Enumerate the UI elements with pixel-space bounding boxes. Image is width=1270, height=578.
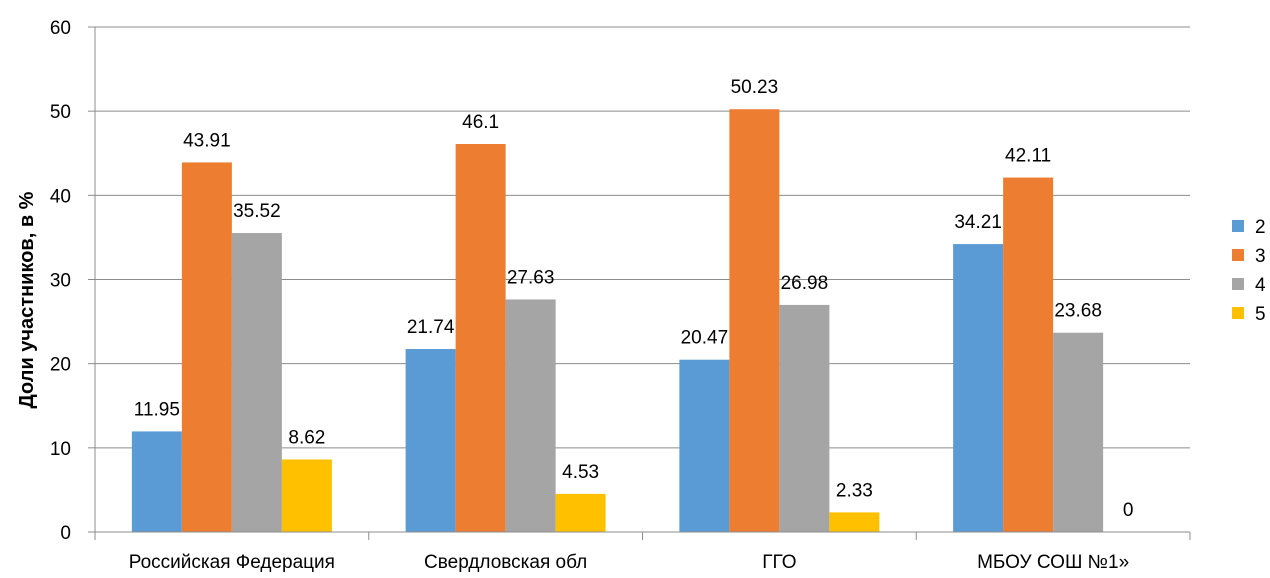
- x-tick-label: ГГО: [762, 552, 796, 573]
- axes: 0 10 20 30 40 50 60 Российская Федерация Свердло…: [50, 18, 1191, 573]
- bar-series-5: [829, 512, 880, 532]
- y-tick-label: 50: [50, 102, 71, 123]
- data-label: 20.47: [681, 328, 729, 349]
- y-tick-label: 10: [50, 439, 71, 460]
- data-label: 42.11: [1005, 146, 1051, 167]
- data-label: 27.63: [507, 267, 555, 288]
- data-label: 50.23: [731, 77, 779, 98]
- y-tick-label: 30: [50, 271, 71, 292]
- data-label: 8.62: [288, 427, 325, 448]
- data-label: 26.98: [781, 273, 829, 294]
- data-label: 35.52: [233, 201, 281, 222]
- bar-series-4: [1053, 332, 1104, 532]
- bar-series-2: [131, 431, 182, 532]
- y-axis-label: Доли участников, в %: [16, 191, 38, 408]
- y-tick-label: 40: [50, 186, 71, 207]
- data-label: 43.91: [183, 130, 231, 151]
- bar-series-3: [455, 143, 506, 532]
- legend-label-2: 2: [1255, 217, 1266, 238]
- data-label: 11.95: [134, 399, 180, 420]
- y-tick-label: 0: [60, 523, 71, 544]
- data-label: 34.21: [954, 212, 1002, 233]
- y-tick-label: 60: [50, 18, 71, 39]
- legend-label-4: 4: [1255, 275, 1266, 296]
- x-tick-label: МБОУ СОШ №1»: [977, 552, 1129, 573]
- legend-swatch-5: [1232, 307, 1244, 319]
- bars-group: 11.95 43.91 35.52 8.62 21.74 46.1 27.63 4.53 20.…: [131, 77, 1134, 533]
- bar-series-4: [231, 233, 282, 533]
- data-label: 4.53: [562, 462, 599, 483]
- data-label: 2.33: [836, 480, 873, 501]
- bar-series-3: [729, 109, 780, 532]
- data-label: 21.74: [407, 317, 455, 338]
- bar-series-2: [405, 349, 456, 532]
- bar-series-3: [1003, 177, 1054, 533]
- legend-swatch-4: [1232, 278, 1244, 290]
- legend-label-3: 3: [1255, 246, 1266, 267]
- data-label: 46.1: [462, 112, 499, 133]
- data-label: 23.68: [1054, 301, 1102, 322]
- bar-series-5: [555, 493, 606, 532]
- bar-series-2: [953, 244, 1004, 532]
- x-tick-label: Российская Федерация: [129, 552, 335, 573]
- legend: 2 3 4 5: [1232, 217, 1266, 325]
- bar-series-2: [679, 359, 730, 532]
- y-tick-label: 20: [50, 355, 71, 376]
- legend-swatch-2: [1232, 220, 1244, 232]
- bar-series-4: [505, 299, 556, 532]
- legend-swatch-3: [1232, 249, 1244, 261]
- bar-series-3: [181, 162, 232, 532]
- bar-series-4: [779, 304, 830, 532]
- data-label: 0: [1123, 500, 1134, 521]
- legend-label-5: 5: [1255, 304, 1266, 325]
- bar-series-5: [281, 459, 332, 532]
- x-tick-label: Свердловская обл: [424, 552, 587, 573]
